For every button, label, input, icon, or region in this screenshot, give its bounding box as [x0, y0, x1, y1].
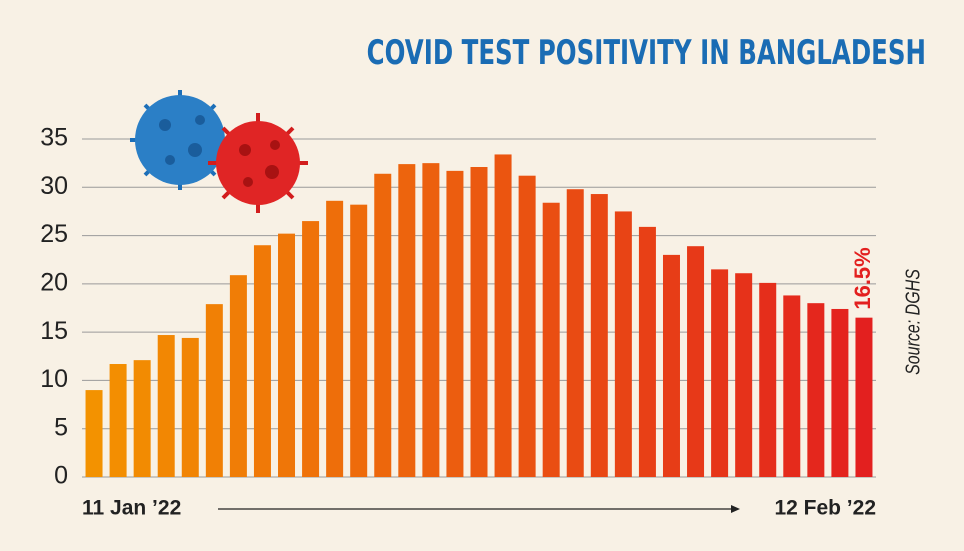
bar	[374, 173, 392, 477]
bar	[470, 167, 488, 477]
bar	[398, 164, 416, 477]
chart-title: COVID TEST POSITIVITY IN BANGLADESH	[367, 33, 926, 72]
bar	[855, 317, 873, 477]
bar	[253, 245, 271, 477]
bar	[735, 273, 753, 477]
y-tick-label: 5	[54, 413, 68, 441]
bar	[85, 390, 103, 477]
source: Source: DGHS	[902, 269, 924, 375]
bar	[302, 221, 320, 477]
value-label: 16.5%	[850, 247, 875, 309]
virus-decoration	[130, 90, 308, 213]
bar	[662, 254, 680, 477]
arrow-head	[731, 505, 740, 513]
bar	[181, 337, 199, 477]
bar	[614, 211, 632, 477]
bar	[759, 282, 777, 477]
bar	[711, 269, 729, 477]
x-tick-label: 12 Feb ’22	[774, 497, 876, 520]
bar	[157, 335, 175, 477]
bar	[109, 364, 127, 477]
bar	[494, 154, 512, 478]
y-tick-label: 0	[54, 462, 68, 490]
bar	[807, 303, 825, 477]
y-tick-label: 25	[40, 220, 68, 248]
bar	[133, 360, 151, 477]
bar	[350, 204, 368, 477]
x-tick-label: 11 Jan ’22	[82, 497, 181, 520]
plot-area: 0 5 10 15 20 25 30 35 11 Jan ’22 12 Feb ’22 16.5%	[40, 124, 876, 520]
bar	[590, 194, 608, 477]
bar	[446, 170, 464, 477]
y-tick-label: 10	[40, 365, 68, 393]
bar	[783, 295, 801, 477]
bar	[205, 304, 223, 477]
y-tick-label: 15	[40, 317, 68, 345]
bar	[831, 308, 849, 477]
y-tick-label: 30	[40, 172, 68, 200]
bar	[229, 275, 247, 477]
bar	[518, 175, 536, 477]
bar	[638, 226, 656, 477]
bar	[278, 233, 296, 477]
bar	[422, 163, 440, 477]
bar	[542, 202, 560, 478]
bar	[326, 200, 344, 477]
y-tick-label: 35	[40, 124, 68, 152]
y-tick-label: 20	[40, 268, 68, 296]
bar	[566, 189, 584, 477]
bar	[687, 246, 705, 477]
